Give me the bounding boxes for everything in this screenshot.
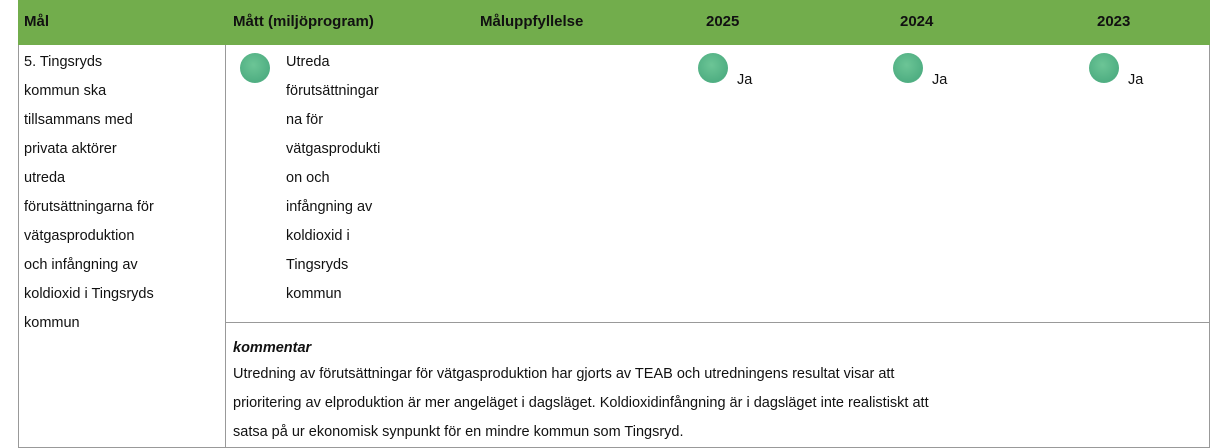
measure-text: förutsättningar <box>286 83 379 99</box>
measure-text: na för <box>286 112 324 128</box>
header-row <box>18 0 1210 45</box>
comment-text: prioritering av elproduktion är mer ange… <box>233 395 929 411</box>
goal-text: privata aktörer <box>24 141 117 157</box>
goal-text: och infångning av <box>24 257 138 273</box>
header-cell: Mål <box>24 13 50 30</box>
goal-text: kommun ska <box>24 83 107 99</box>
header-cell: Mått (miljöprogram) <box>233 13 374 30</box>
header-cell: Måluppfyllelse <box>480 13 584 30</box>
measure-text: on och <box>286 170 330 186</box>
border <box>18 45 19 448</box>
status-dot <box>1089 53 1119 83</box>
header-cell: 2024 <box>900 13 934 30</box>
status-dot <box>240 53 270 83</box>
measure-text: Utreda <box>286 54 330 70</box>
header-cell: 2023 <box>1097 13 1131 30</box>
measure-text: kommun <box>286 286 342 302</box>
status-dot <box>893 53 923 83</box>
measure-text: infångning av <box>286 199 373 215</box>
goal-text: kommun <box>24 315 80 331</box>
comment-text: Utredning av förutsättningar för vätgasp… <box>233 366 895 382</box>
measure-text: Tingsryds <box>286 257 349 273</box>
year-status: Ja <box>1128 72 1144 88</box>
goal-text: vätgasproduktion <box>24 228 135 244</box>
measure-text: koldioxid i <box>286 228 350 244</box>
goal-text: tillsammans med <box>24 112 133 128</box>
goal-text: 5. Tingsryds <box>24 54 103 70</box>
goal-text: förutsättningarna för <box>24 199 154 215</box>
comment-text: satsa på ur ekonomisk synpunkt för en mi… <box>233 424 684 440</box>
border <box>225 45 226 448</box>
border <box>1209 45 1210 448</box>
status-dot <box>698 53 728 83</box>
goal-text: utreda <box>24 170 66 186</box>
measure-text: vätgasprodukti <box>286 141 381 157</box>
border <box>225 322 1210 323</box>
header-cell: 2025 <box>706 13 740 30</box>
goal-text: koldioxid i Tingsryds <box>24 286 154 302</box>
comment-title: kommentar <box>233 340 312 356</box>
year-status: Ja <box>932 72 948 88</box>
year-status: Ja <box>737 72 753 88</box>
